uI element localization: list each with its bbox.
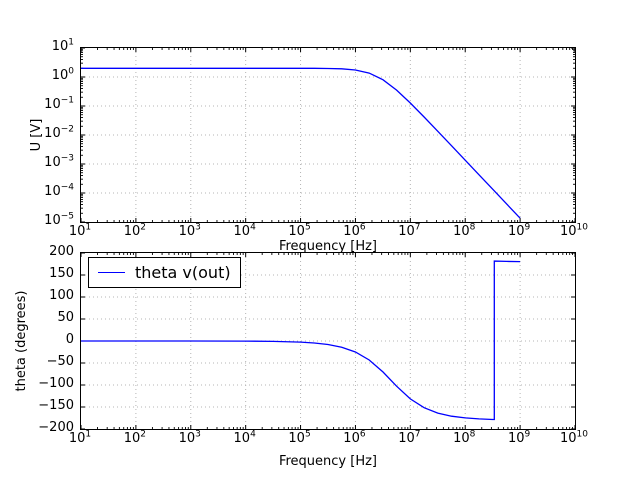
x-tick-label: 102 bbox=[123, 429, 147, 446]
magnitude-curve bbox=[81, 67, 521, 219]
y-tick-label: −100 bbox=[38, 376, 74, 391]
x-tick-label: 108 bbox=[453, 429, 476, 446]
x-tick-label: 104 bbox=[233, 429, 256, 446]
x-tick-label: 105 bbox=[288, 429, 311, 446]
y-tick-label: 101 bbox=[51, 37, 74, 54]
x-tick-label: 102 bbox=[123, 222, 147, 239]
legend: theta v(out) bbox=[88, 257, 241, 288]
x-tick-label: 1010 bbox=[560, 429, 588, 446]
y-tick-label: 200 bbox=[49, 244, 74, 259]
y-tick-label: 10−2 bbox=[44, 124, 74, 141]
phase-plot-svg bbox=[81, 253, 575, 429]
x-tick-label: 103 bbox=[178, 429, 201, 446]
y-tick-label: −50 bbox=[46, 354, 74, 369]
y-tick-label: 0 bbox=[65, 332, 74, 347]
x-tick-label: 107 bbox=[398, 429, 421, 446]
xlabel-magnitude: Frequency [Hz] bbox=[278, 239, 378, 254]
y-tick-label: 10−3 bbox=[44, 153, 74, 170]
x-tick-label: 108 bbox=[453, 222, 476, 239]
magnitude-plot-svg bbox=[81, 48, 575, 222]
x-tick-label: 104 bbox=[233, 222, 256, 239]
phase-curve bbox=[81, 260, 521, 421]
y-tick-label: 100 bbox=[49, 288, 74, 303]
y-tick-label: 10−1 bbox=[44, 95, 74, 112]
x-tick-label: 107 bbox=[398, 222, 421, 239]
x-tick-label: 101 bbox=[68, 429, 92, 446]
magnitude-plot-panel bbox=[80, 47, 576, 223]
x-tick-label: 1010 bbox=[560, 222, 588, 239]
x-tick-label: 101 bbox=[68, 222, 92, 239]
y-tick-label: −150 bbox=[38, 398, 74, 413]
xlabel-phase: Frequency [Hz] bbox=[278, 454, 378, 469]
y-tick-label: 10−4 bbox=[44, 182, 74, 199]
y-tick-label: 100 bbox=[51, 66, 74, 83]
y-tick-label: 150 bbox=[49, 266, 74, 281]
y-tick-label: 10−5 bbox=[44, 211, 74, 228]
legend-label: theta v(out) bbox=[135, 262, 231, 282]
x-tick-label: 109 bbox=[507, 429, 531, 446]
x-tick-label: 109 bbox=[507, 222, 531, 239]
y-tick-label: −200 bbox=[38, 420, 74, 435]
x-tick-label: 106 bbox=[343, 429, 366, 446]
x-tick-label: 103 bbox=[178, 222, 201, 239]
x-tick-label: 106 bbox=[343, 222, 366, 239]
phase-plot-panel bbox=[80, 252, 576, 430]
x-tick-label: 105 bbox=[288, 222, 311, 239]
legend-line-sample bbox=[98, 272, 125, 273]
y-tick-label: 50 bbox=[57, 310, 74, 325]
